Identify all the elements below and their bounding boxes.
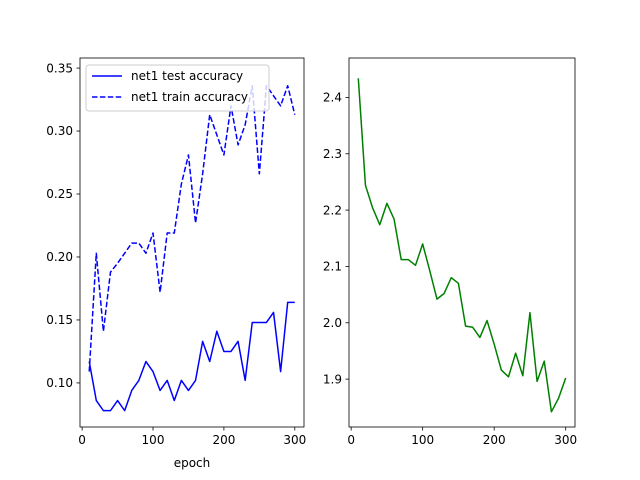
left-x-tick-label: 300 <box>283 433 306 447</box>
left-y-tick-label: 0.20 <box>46 250 73 264</box>
left-y-tick-label: 0.15 <box>46 313 73 327</box>
left-series-line-0 <box>88 301 295 412</box>
right-y-tick-label: 2.1 <box>323 260 342 274</box>
right-y-tick-label: 2.3 <box>323 147 342 161</box>
right-subplot: 0 100 200 300 1.9 2.0 2.1 2.2 2.3 2.4 <box>323 57 577 447</box>
right-y-tick-label: 2.2 <box>323 203 342 217</box>
right-series-lines <box>357 78 567 413</box>
left-y-tick-label: 0.25 <box>46 187 73 201</box>
left-series-lines <box>88 84 296 412</box>
right-axes-frame <box>348 57 576 428</box>
left-subplot: 0 100 200 300 0.10 0.15 0.20 0.25 0.30 0.35 epoc… <box>46 57 306 470</box>
right-x-ticks: 0 100 200 300 <box>347 427 577 447</box>
right-x-tick-label: 300 <box>554 433 577 447</box>
right-x-tick-label: 100 <box>411 433 434 447</box>
legend-label-test: net1 test accuracy <box>131 69 243 83</box>
left-y-tick-label: 0.35 <box>46 61 73 75</box>
right-series-line-0 <box>357 78 567 413</box>
right-y-tick-label: 2.4 <box>323 91 342 105</box>
left-x-tick-label: 200 <box>212 433 235 447</box>
left-x-tick-label: 0 <box>78 433 86 447</box>
left-y-tick-label: 0.30 <box>46 124 73 138</box>
right-x-tick-label: 0 <box>347 433 355 447</box>
right-x-tick-label: 200 <box>483 433 506 447</box>
legend-label-train: net1 train accuracy <box>131 90 248 104</box>
left-x-axis-label: epoch <box>174 456 211 470</box>
left-y-tick-label: 0.10 <box>46 376 73 390</box>
legend: net1 test accuracy net1 train accuracy <box>85 64 270 112</box>
right-y-tick-label: 1.9 <box>323 372 342 386</box>
left-x-ticks: 0 100 200 300 <box>78 427 306 447</box>
legend-box <box>85 64 270 112</box>
right-y-tick-label: 2.0 <box>323 316 342 330</box>
left-y-ticks: 0.10 0.15 0.20 0.25 0.30 0.35 <box>46 61 80 390</box>
left-x-tick-label: 100 <box>142 433 165 447</box>
left-axes-frame <box>79 57 305 428</box>
left-series-line-1 <box>88 84 296 372</box>
right-y-ticks: 1.9 2.0 2.1 2.2 2.3 2.4 <box>323 91 349 386</box>
